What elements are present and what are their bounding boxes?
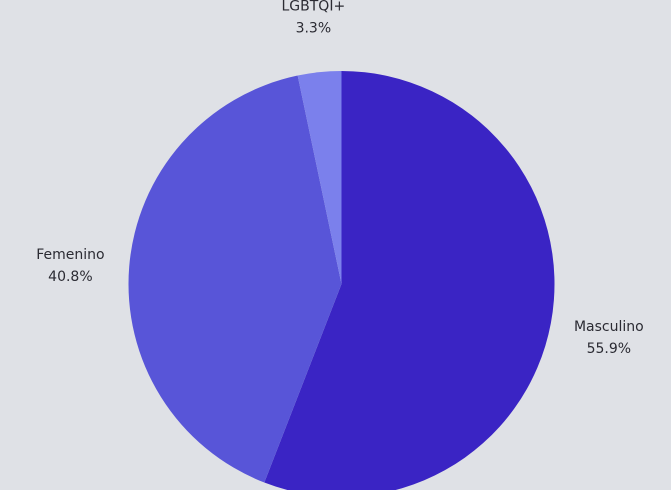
slice-value-label: 3.3% — [296, 20, 332, 36]
slice-name-label: Femenino — [36, 247, 104, 263]
slice-label-group: Femenino 40.8% — [36, 247, 104, 285]
pie-labels: Masculino 55.9% Femenino 40.8% LGBTQI+ 3.3% — [36, 0, 643, 357]
slice-name-label: Masculino — [574, 319, 644, 335]
pie-slice-masculino[interactable] — [264, 71, 555, 490]
pie-slice-lgbtqi[interactable] — [297, 71, 342, 284]
slice-label-group: LGBTQI+ 3.3% — [282, 0, 346, 36]
slice-value-label: 55.9% — [587, 341, 631, 357]
slice-value-label: 40.8% — [48, 269, 92, 285]
slice-name-label: LGBTQI+ — [282, 0, 346, 14]
pie-slice-femenino[interactable] — [128, 75, 342, 483]
pie-slices — [128, 71, 555, 490]
slice-label-group: Masculino 55.9% — [574, 319, 644, 357]
